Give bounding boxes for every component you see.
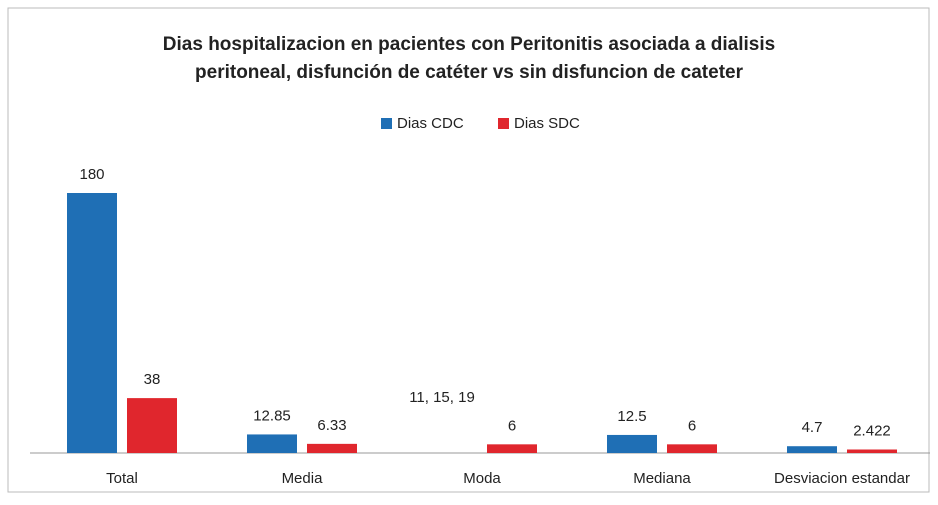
bar — [247, 434, 297, 453]
x-tick-label: Media — [282, 470, 324, 487]
bar — [307, 443, 357, 453]
value-label: 4.7 — [802, 419, 823, 436]
value-label: 12.5 — [617, 408, 646, 425]
legend-swatch — [498, 118, 509, 129]
legend-swatch — [381, 118, 392, 129]
value-label: 38 — [144, 371, 161, 388]
bar — [127, 398, 177, 453]
value-label: 12.85 — [253, 407, 291, 424]
value-label: 2.422 — [853, 422, 891, 439]
bar — [607, 434, 657, 453]
x-tick-label: Total — [106, 470, 138, 487]
value-label: 11, 15, 19 — [409, 389, 475, 406]
x-tick-label: Desviacion estandar — [774, 470, 910, 487]
chart-title: Dias hospitalizacion en pacientes con Pe… — [163, 34, 775, 55]
chart-subtitle: peritoneal, disfunción de catéter vs sin… — [195, 62, 744, 83]
bar — [667, 444, 717, 453]
legend-label: Dias SDC — [514, 115, 580, 132]
legend-label: Dias CDC — [397, 115, 464, 132]
bar — [487, 444, 537, 453]
value-label: 6 — [508, 417, 516, 434]
bar — [787, 446, 837, 453]
value-label: 180 — [79, 166, 104, 183]
x-tick-label: Moda — [463, 470, 501, 487]
value-label: 6 — [688, 417, 696, 434]
bar — [847, 449, 897, 453]
bar — [67, 193, 117, 453]
x-tick-label: Mediana — [633, 470, 691, 487]
value-label: 6.33 — [317, 417, 346, 434]
